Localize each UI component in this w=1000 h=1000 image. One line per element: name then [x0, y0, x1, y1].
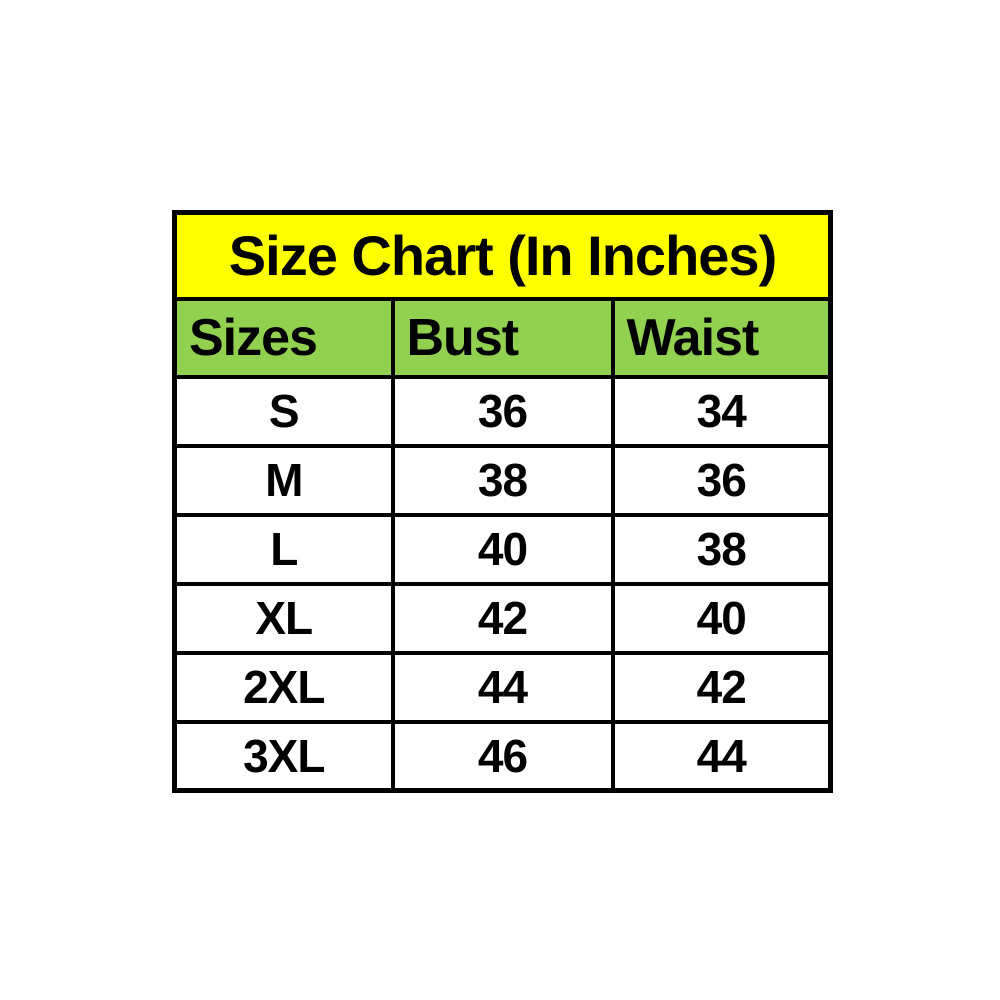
cell-waist: 34	[610, 374, 833, 448]
cell-size: 2XL	[172, 650, 395, 724]
size-chart-table: Size Chart (In Inches) Sizes Bust Waist …	[172, 210, 834, 793]
cell-bust: 44	[390, 650, 615, 724]
cell-bust: 42	[390, 581, 615, 655]
table-row: 3XL 46 44	[172, 719, 833, 793]
cell-size: 3XL	[172, 719, 395, 793]
header-row: Sizes Bust Waist	[172, 296, 833, 379]
table-row: L 40 38	[172, 512, 833, 586]
cell-bust: 38	[390, 443, 615, 517]
cell-waist: 42	[610, 650, 833, 724]
cell-waist: 44	[610, 719, 833, 793]
cell-waist: 40	[610, 581, 833, 655]
cell-bust: 46	[390, 719, 615, 793]
cell-bust: 36	[390, 374, 615, 448]
table-row: XL 42 40	[172, 581, 833, 655]
table-row: 2XL 44 42	[172, 650, 833, 724]
table-row: M 38 36	[172, 443, 833, 517]
cell-waist: 38	[610, 512, 833, 586]
cell-size: XL	[172, 581, 395, 655]
column-header-bust: Bust	[390, 296, 615, 379]
cell-size: L	[172, 512, 395, 586]
table-row: S 36 34	[172, 374, 833, 448]
title-row: Size Chart (In Inches)	[172, 210, 833, 301]
column-header-waist: Waist	[610, 296, 833, 379]
cell-size: M	[172, 443, 395, 517]
table-title: Size Chart (In Inches)	[172, 210, 833, 301]
cell-size: S	[172, 374, 395, 448]
cell-waist: 36	[610, 443, 833, 517]
column-header-sizes: Sizes	[172, 296, 395, 379]
cell-bust: 40	[390, 512, 615, 586]
